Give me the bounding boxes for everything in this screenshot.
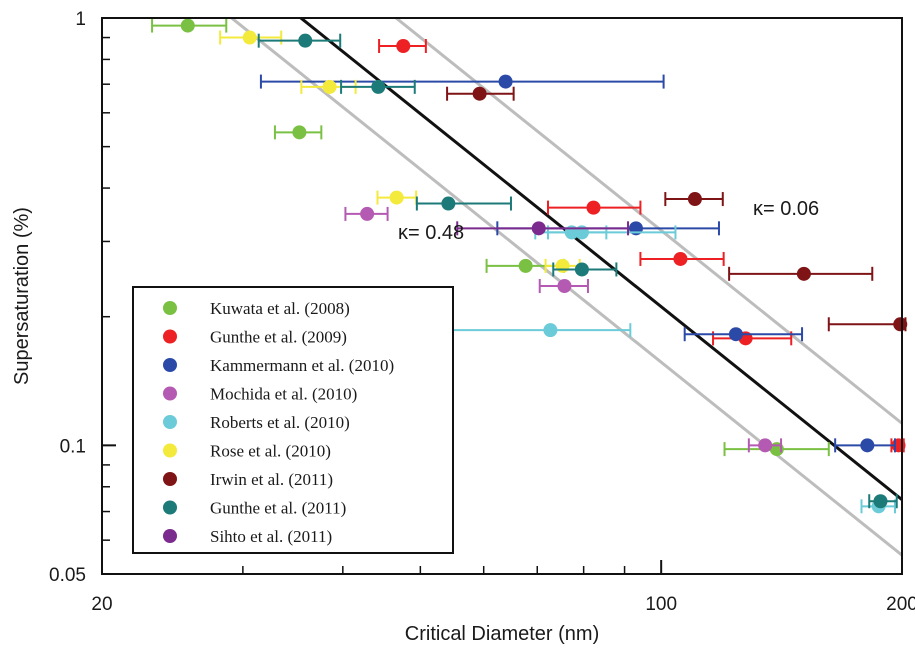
marker <box>180 18 195 33</box>
marker <box>860 438 875 453</box>
data-point <box>446 86 515 101</box>
legend-entry: Gunthe et al. (2011) <box>210 499 346 518</box>
kappa-line-2 <box>393 18 902 425</box>
legend-marker <box>163 443 177 458</box>
marker <box>555 258 570 273</box>
x-tick-label: 200 <box>886 594 915 615</box>
data-point <box>415 196 512 211</box>
data-point <box>639 251 725 266</box>
marker <box>472 86 487 101</box>
legend-entry: Irwin et al. (2011) <box>210 470 333 489</box>
marker <box>371 79 386 94</box>
marker <box>322 79 337 94</box>
legend-marker <box>163 386 177 401</box>
marker <box>292 125 307 140</box>
data-point <box>552 262 618 277</box>
kappa-label-low: κ= 0.48 <box>398 222 464 244</box>
data-point <box>723 442 830 457</box>
data-point <box>456 221 630 236</box>
marker <box>531 221 546 236</box>
data-point <box>747 438 783 453</box>
y-tick-label: 1 <box>75 9 86 30</box>
marker <box>574 262 589 277</box>
legend-entry: Rose et al. (2010) <box>210 442 331 461</box>
legend-marker <box>163 472 177 486</box>
marker <box>673 251 688 266</box>
y-axis-label: Supersaturation (%) <box>11 207 33 385</box>
legend-entry: Mochida et al. (2010) <box>210 385 357 404</box>
legend-marker <box>163 358 177 372</box>
data-point <box>344 206 389 221</box>
legend-marker <box>163 329 177 344</box>
data-point <box>376 190 418 205</box>
marker <box>543 323 558 338</box>
y-tick-label: 0.1 <box>60 436 86 457</box>
plot-frame <box>101 17 903 575</box>
x-tick-label: 20 <box>91 594 112 615</box>
marker <box>242 30 257 45</box>
marker <box>728 327 743 342</box>
data-point <box>273 125 323 140</box>
marker <box>441 196 456 211</box>
data-point <box>834 438 896 453</box>
legend-box <box>132 286 454 554</box>
data-point <box>683 327 804 342</box>
marker <box>298 33 313 48</box>
legend-entry: Kammermann et al. (2010) <box>210 356 394 375</box>
marker <box>518 258 533 273</box>
legend-entry: Roberts et al. (2010) <box>210 413 350 432</box>
marker <box>687 192 702 207</box>
marker <box>498 74 513 89</box>
legend: Kuwata et al. (2008) Gunthe et al. (2009)… <box>132 286 454 554</box>
legend-marker <box>163 500 177 515</box>
data-point <box>378 38 427 53</box>
data-point <box>728 266 874 281</box>
y-tick-label: 0.05 <box>49 565 86 586</box>
legend-entry: Kuwata et al. (2008) <box>210 299 350 318</box>
marker <box>893 317 908 332</box>
data-points <box>151 18 908 514</box>
data-point <box>547 200 642 215</box>
kappa-label-high: κ= 0.06 <box>753 198 819 220</box>
legend-marker <box>163 529 177 543</box>
data-point <box>664 192 724 207</box>
x-tick-label: 100 <box>645 594 677 615</box>
data-point <box>544 258 581 273</box>
x-axis-label: Critical Diameter (nm) <box>405 623 599 645</box>
marker <box>360 206 375 221</box>
axes: 20 100 200 1 0.1 0.05 <box>49 9 915 615</box>
marker <box>586 200 601 215</box>
legend-entry: Gunthe et al. (2009) <box>210 328 347 347</box>
marker <box>758 438 773 453</box>
marker <box>796 266 811 281</box>
marker <box>557 278 572 293</box>
marker <box>396 38 411 53</box>
kappa-line-1 <box>298 18 902 501</box>
marker <box>389 190 404 205</box>
legend-marker <box>163 415 177 429</box>
data-point <box>827 317 908 332</box>
legend-entry: Sihto et al. (2011) <box>210 527 332 546</box>
data-point <box>538 278 589 293</box>
legend-marker <box>163 301 177 315</box>
data-point <box>547 225 677 240</box>
data-point <box>257 33 342 48</box>
data-point <box>219 30 283 45</box>
data-point <box>443 323 632 338</box>
data-point <box>340 79 416 94</box>
data-point <box>151 18 228 33</box>
marker <box>873 494 888 509</box>
data-point <box>868 494 898 509</box>
